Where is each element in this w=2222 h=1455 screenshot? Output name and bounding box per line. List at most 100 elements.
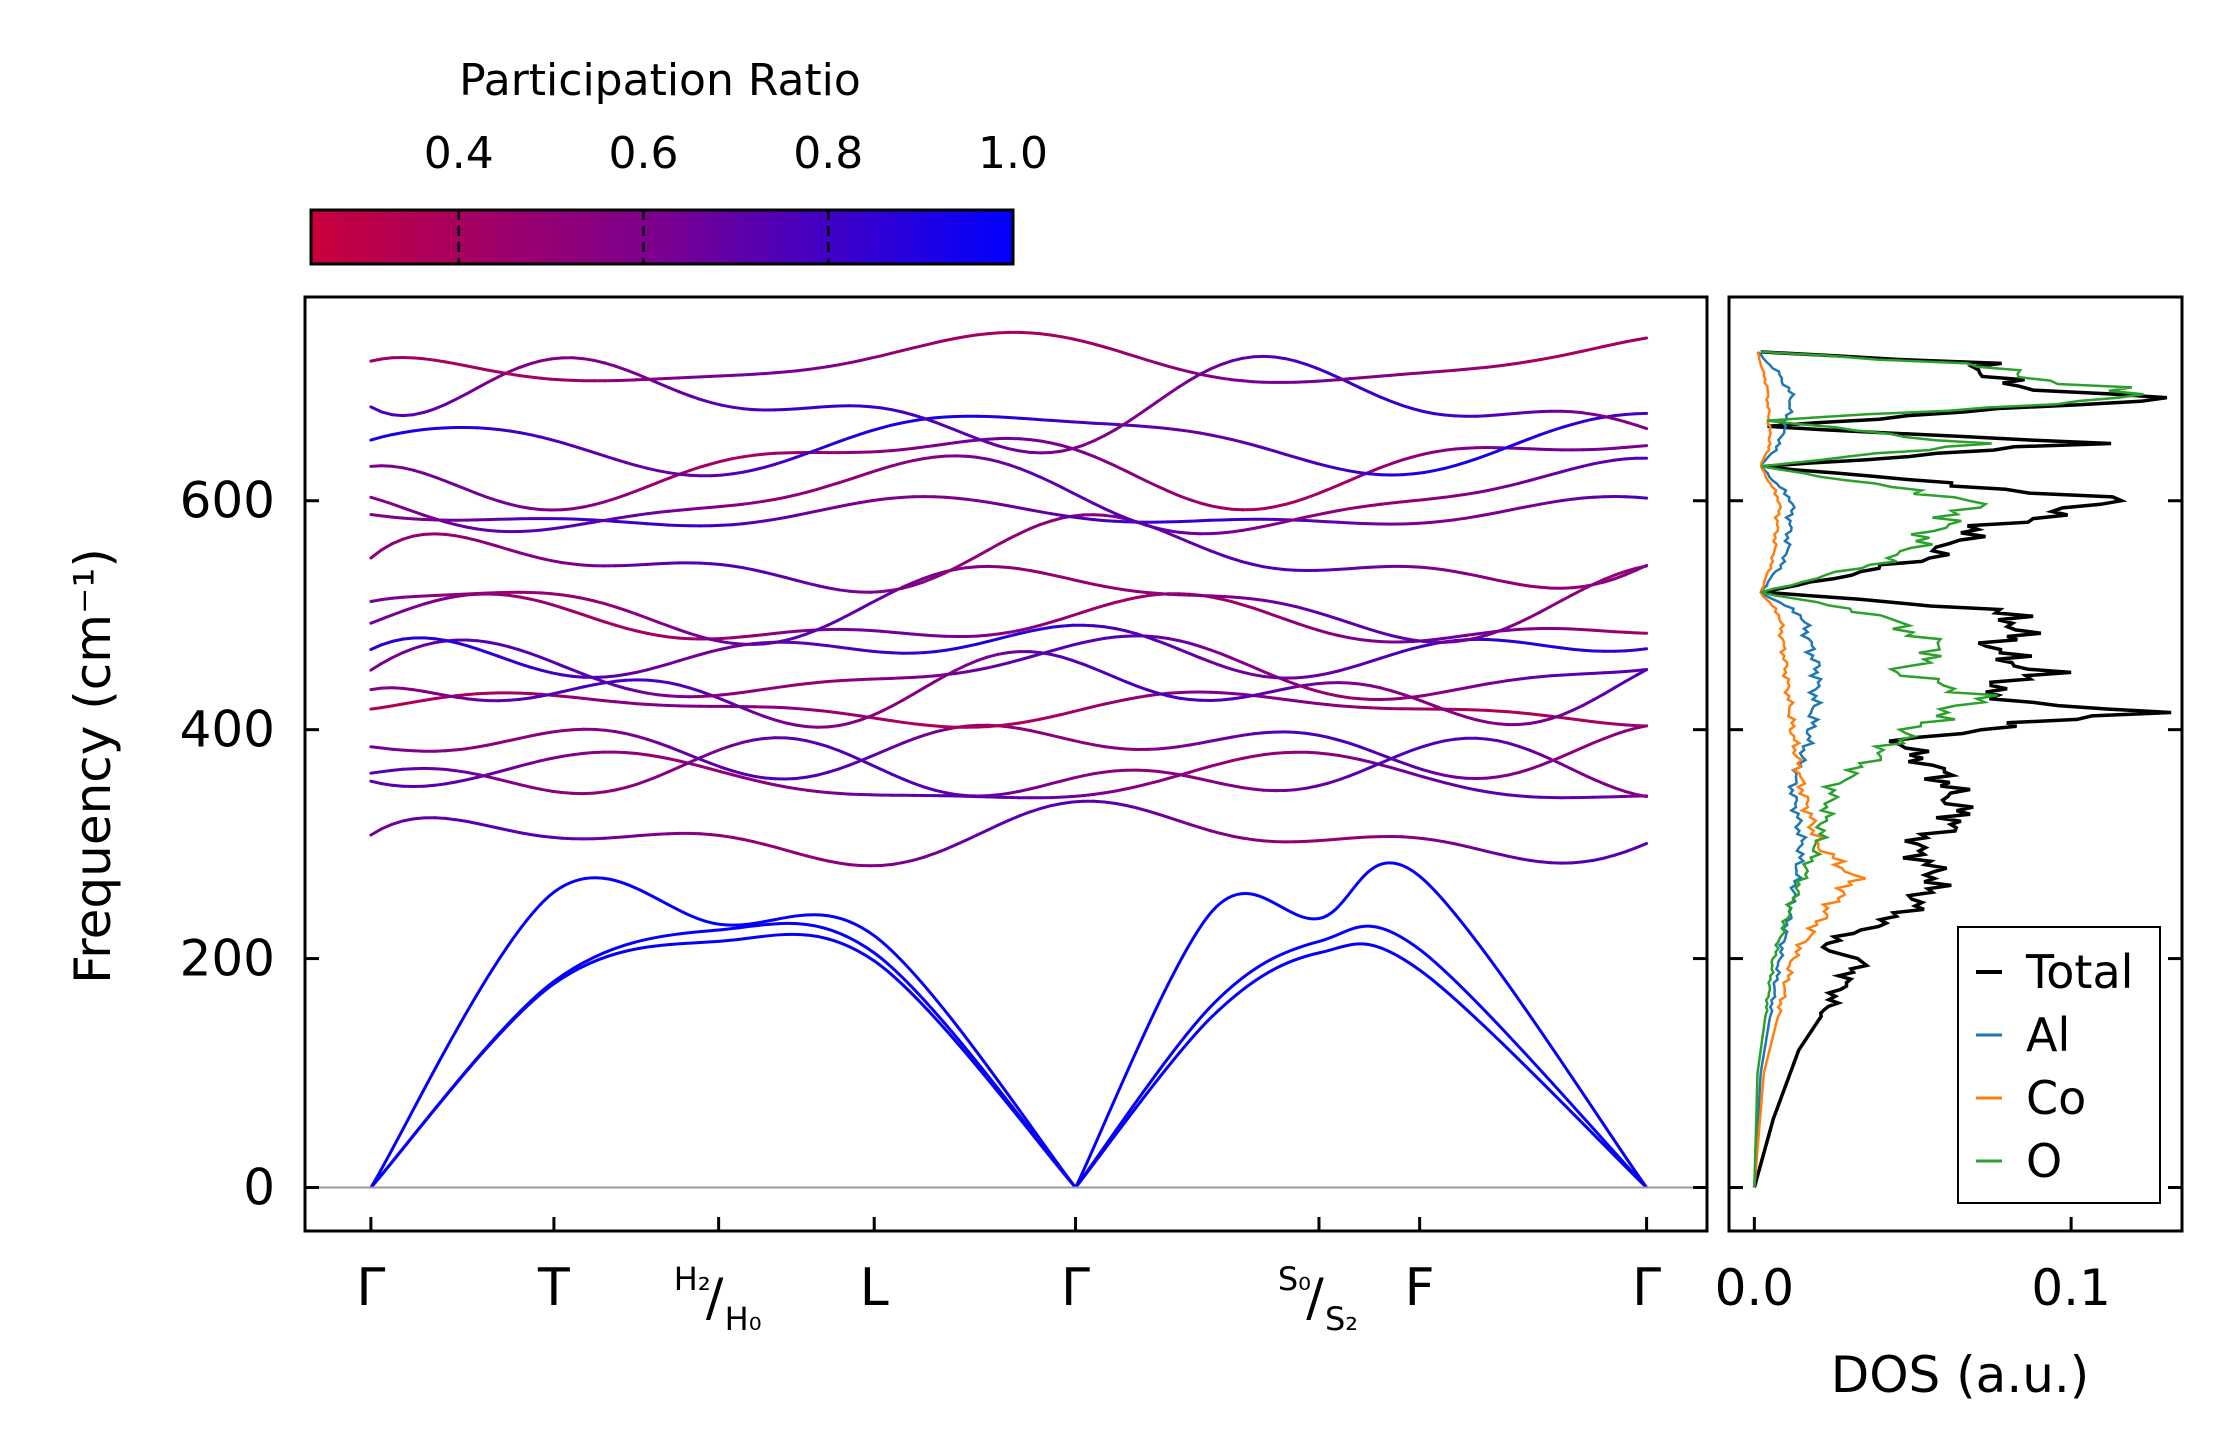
optical-branch-segment <box>433 782 447 787</box>
optical-branch-segment <box>794 632 809 639</box>
optical-branch-segment <box>624 670 639 676</box>
optical-branch-segment <box>465 770 479 776</box>
optical-branch-segment <box>645 631 660 637</box>
optical-branch-segment <box>1209 698 1223 702</box>
optical-branch-segment <box>443 593 458 597</box>
optical-branch-segment <box>1209 829 1223 836</box>
optical-branch-segment <box>1145 692 1160 698</box>
optical-branch-segment <box>465 745 479 751</box>
optical-branch-segment <box>805 641 819 646</box>
optical-branch-segment <box>1453 460 1468 468</box>
optical-branch-segment <box>1283 499 1298 506</box>
optical-branch-segment <box>454 523 469 529</box>
optical-branch-segment <box>1400 372 1415 376</box>
optical-branch-segment <box>1007 566 1021 571</box>
optical-branch-segment <box>1283 357 1298 363</box>
optical-branch-segment <box>518 505 532 510</box>
dos-plot-frame <box>1727 295 2184 1233</box>
optical-branch-segment <box>773 845 787 852</box>
optical-branch-segment <box>1219 832 1234 838</box>
optical-branch-segment <box>401 700 415 706</box>
optical-branch-segment <box>497 654 511 662</box>
optical-branch-segment <box>1421 837 1436 842</box>
optical-branch-segment <box>1634 444 1649 448</box>
optical-branch-segment <box>1538 753 1553 761</box>
optical-branch-segment <box>560 728 575 733</box>
optical-branch-segment <box>1017 330 1032 335</box>
optical-branch-segment <box>380 768 394 774</box>
optical-branch-segment <box>550 592 564 597</box>
optical-branch-segment <box>741 566 756 572</box>
optical-branch-segment <box>1528 447 1542 451</box>
optical-branch-segment <box>1390 634 1404 640</box>
optical-branch-segment <box>667 745 681 753</box>
optical-branch-segment <box>380 514 394 519</box>
optical-branch-segment <box>1570 767 1585 776</box>
optical-branch-segment <box>1560 409 1574 414</box>
optical-branch-segment <box>1049 516 1064 523</box>
optical-branch-segment <box>1219 597 1234 604</box>
optical-branch-segment <box>1166 531 1181 540</box>
optical-branch-segment <box>1475 847 1489 853</box>
optical-branch-segment <box>518 362 532 369</box>
optical-branch-segment <box>858 404 872 409</box>
optical-branch-segment <box>1570 585 1585 590</box>
optical-branch-segment <box>1570 420 1585 426</box>
optical-branch-segment <box>773 370 787 375</box>
optical-branch-segment <box>1134 424 1149 429</box>
optical-branch-segment <box>1304 513 1319 519</box>
optical-branch-segment <box>571 444 585 451</box>
optical-branch-segment <box>656 703 671 707</box>
optical-branch-segment <box>1464 632 1478 637</box>
optical-branch-segment <box>741 776 756 782</box>
optical-branch-segment <box>900 692 915 702</box>
optical-branch-segment <box>784 407 798 411</box>
optical-branch-segment <box>847 647 862 652</box>
optical-branch-segment <box>677 375 692 380</box>
optical-branch-segment <box>1230 756 1245 763</box>
optical-branch-segment <box>560 673 575 678</box>
optical-branch-segment <box>709 833 724 838</box>
optical-branch-segment <box>1411 521 1425 526</box>
optical-branch-segment <box>422 471 437 479</box>
optical-branch-segment <box>932 788 947 795</box>
optical-branch-segment <box>1570 860 1585 865</box>
optical-branch-segment <box>1390 689 1404 696</box>
optical-branch-segment <box>624 626 639 633</box>
optical-branch-segment <box>1230 667 1245 674</box>
optical-branch-segment <box>1283 698 1298 703</box>
optical-branch-segment <box>1209 779 1223 786</box>
optical-branch-segment <box>518 595 532 601</box>
optical-branch-segment <box>730 502 745 507</box>
optical-branch-segment <box>1347 474 1362 483</box>
optical-branch-segment <box>1549 354 1564 360</box>
optical-branch-segment <box>1219 782 1234 788</box>
optical-branch-segment <box>869 716 883 721</box>
optical-branch-segment <box>592 836 607 841</box>
optical-branch-segment <box>815 680 830 684</box>
optical-branch-segment <box>1060 655 1074 662</box>
optical-branch-segment <box>443 780 458 786</box>
optical-branch-segment <box>922 674 936 679</box>
optical-branch-segment <box>964 333 979 338</box>
optical-branch-segment <box>890 630 904 635</box>
optical-branch-segment <box>879 590 894 600</box>
optical-branch-segment <box>1113 627 1128 633</box>
optical-branch-segment <box>667 659 681 666</box>
optical-branch-segment <box>815 790 830 795</box>
optical-branch-segment <box>582 597 596 603</box>
optical-branch-segment <box>1453 775 1468 780</box>
optical-branch-segment <box>369 405 383 414</box>
optical-branch-segment <box>433 691 447 697</box>
optical-branch-segment <box>1368 466 1383 474</box>
optical-branch-segment <box>858 470 872 478</box>
optical-branch-segment <box>752 840 766 846</box>
optical-branch-segment <box>1538 717 1553 723</box>
optical-branch-segment <box>805 509 819 515</box>
optical-branch-segment <box>1283 788 1298 792</box>
optical-branch-segment <box>411 356 426 361</box>
optical-branch-segment <box>667 681 681 687</box>
optical-branch-segment <box>752 519 766 524</box>
optical-branch-segment <box>1156 484 1170 493</box>
optical-branch-segment <box>730 522 745 527</box>
